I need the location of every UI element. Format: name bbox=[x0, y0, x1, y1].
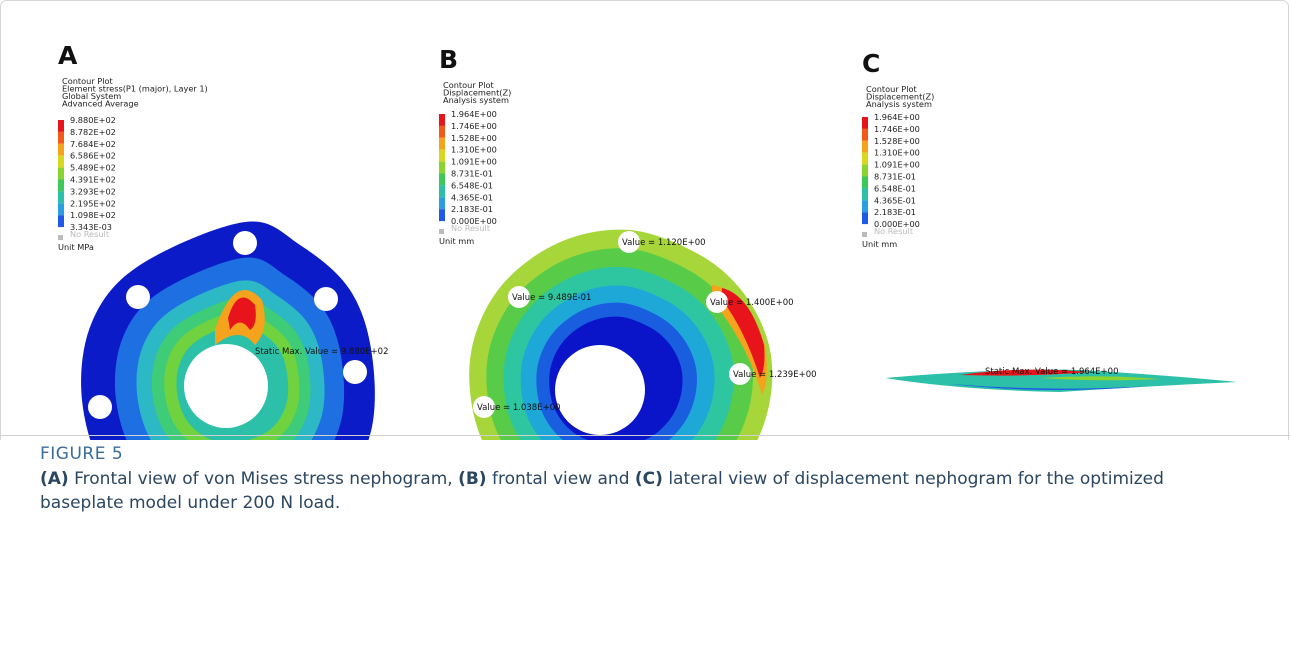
legend-value: 1.746E+00 bbox=[451, 121, 497, 131]
bolt-hole bbox=[88, 395, 112, 419]
panel-label: B bbox=[439, 45, 458, 74]
legend-value: 9.880E+02 bbox=[70, 115, 116, 125]
legend-swatch bbox=[439, 185, 445, 197]
legend-value: 1.310E+00 bbox=[874, 148, 920, 158]
legend-swatch bbox=[58, 156, 64, 168]
legend-value: 6.548E-01 bbox=[874, 183, 916, 193]
legend-value: 1.964E+00 bbox=[451, 109, 497, 119]
legend-swatch bbox=[862, 117, 868, 129]
legend-swatch bbox=[862, 188, 868, 200]
legend-swatch bbox=[58, 120, 64, 132]
caption-panel-ref: (B) bbox=[458, 469, 487, 489]
center-hole bbox=[555, 345, 645, 435]
legend-swatch bbox=[58, 132, 64, 144]
legend-value: 2.183E-01 bbox=[451, 204, 493, 214]
legend-value: 6.586E+02 bbox=[70, 151, 116, 161]
legend-swatch bbox=[862, 212, 868, 224]
no-result: No Result bbox=[70, 229, 110, 239]
annotation: Value = 1.400E+00 bbox=[710, 298, 794, 308]
legend-value: 4.365E-01 bbox=[874, 195, 916, 205]
unit-label: Unit mm bbox=[862, 239, 897, 249]
legend-swatch bbox=[58, 191, 64, 203]
annotation: Static Max. Value = 9.880E+02 bbox=[255, 347, 389, 357]
unit-label: Unit MPa bbox=[58, 242, 94, 252]
legend-swatch bbox=[439, 209, 445, 221]
caption: (A) Frontal view of von Mises stress nep… bbox=[40, 467, 1240, 515]
annotation: Value = 9.489E-01 bbox=[512, 293, 591, 303]
figure-page: AContour PlotElement stress(P1 (major), … bbox=[0, 0, 1290, 654]
legend-value: 2.183E-01 bbox=[874, 207, 916, 217]
bolt-hole bbox=[343, 360, 367, 384]
legend-value: 5.489E+02 bbox=[70, 163, 116, 173]
legend-header: Advanced Average bbox=[62, 99, 139, 109]
legend-swatch bbox=[862, 165, 868, 177]
legend-swatch bbox=[862, 129, 868, 141]
separator bbox=[0, 435, 1290, 436]
annotation: Value = 1.038E+00 bbox=[477, 403, 561, 413]
legend-value: 1.964E+00 bbox=[874, 112, 920, 122]
bolt-hole bbox=[126, 285, 150, 309]
legend-swatch bbox=[439, 150, 445, 162]
bolt-hole bbox=[314, 287, 338, 311]
legend-value: 1.310E+00 bbox=[451, 145, 497, 155]
legend-value: 6.548E-01 bbox=[451, 180, 493, 190]
annotation: Value = 1.239E+00 bbox=[733, 370, 817, 380]
bolt-hole bbox=[233, 231, 257, 255]
caption-text: frontal view and bbox=[487, 469, 635, 489]
unit-label: Unit mm bbox=[439, 236, 474, 246]
caption-panel-ref: (C) bbox=[635, 469, 663, 489]
legend-value: 8.782E+02 bbox=[70, 127, 116, 137]
panel-label: C bbox=[862, 49, 880, 78]
figure-label: FIGURE 5 bbox=[40, 444, 123, 464]
annotation: Static Max. Value = 1.964E+00 bbox=[985, 367, 1119, 377]
legend-value: 4.365E-01 bbox=[451, 192, 493, 202]
legend-swatch bbox=[862, 177, 868, 189]
legend-swatch bbox=[58, 215, 64, 227]
legend-swatch bbox=[439, 197, 445, 209]
legend-value: 1.746E+00 bbox=[874, 124, 920, 134]
legend-value: 1.091E+00 bbox=[874, 160, 920, 170]
legend-swatch bbox=[439, 138, 445, 150]
legend-swatch bbox=[439, 114, 445, 126]
legend-value: 1.528E+00 bbox=[874, 136, 920, 146]
no-result-swatch bbox=[862, 232, 867, 237]
no-result: No Result bbox=[874, 226, 914, 236]
legend-value: 7.684E+02 bbox=[70, 139, 116, 149]
legend-value: 1.528E+00 bbox=[451, 133, 497, 143]
legend-swatch bbox=[439, 162, 445, 174]
legend-swatch bbox=[862, 153, 868, 165]
no-result-swatch bbox=[58, 235, 63, 240]
panel-label: A bbox=[58, 41, 78, 70]
legend-value: 8.731E-01 bbox=[874, 172, 916, 182]
legend-swatch bbox=[862, 200, 868, 212]
no-result: No Result bbox=[451, 223, 491, 233]
legend-swatch bbox=[439, 174, 445, 186]
legend-swatch bbox=[439, 126, 445, 138]
legend-value: 2.195E+02 bbox=[70, 198, 116, 208]
legend-value: 3.293E+02 bbox=[70, 186, 116, 196]
legend-value: 4.391E+02 bbox=[70, 175, 116, 185]
legend-swatch bbox=[862, 141, 868, 153]
legend-swatch bbox=[58, 168, 64, 180]
annotation: Value = 1.120E+00 bbox=[622, 238, 706, 248]
caption-text: Frontal view of von Mises stress nephogr… bbox=[69, 469, 458, 489]
legend-swatch bbox=[58, 203, 64, 215]
caption-panel-ref: (A) bbox=[40, 469, 69, 489]
legend-swatch bbox=[58, 144, 64, 156]
legend-value: 8.731E-01 bbox=[451, 169, 493, 179]
legend-header: Analysis system bbox=[866, 99, 932, 109]
legend-header: Analysis system bbox=[443, 95, 509, 105]
legend-swatch bbox=[58, 180, 64, 192]
legend-value: 1.091E+00 bbox=[451, 157, 497, 167]
legend-value: 1.098E+02 bbox=[70, 210, 116, 220]
no-result-swatch bbox=[439, 229, 444, 234]
